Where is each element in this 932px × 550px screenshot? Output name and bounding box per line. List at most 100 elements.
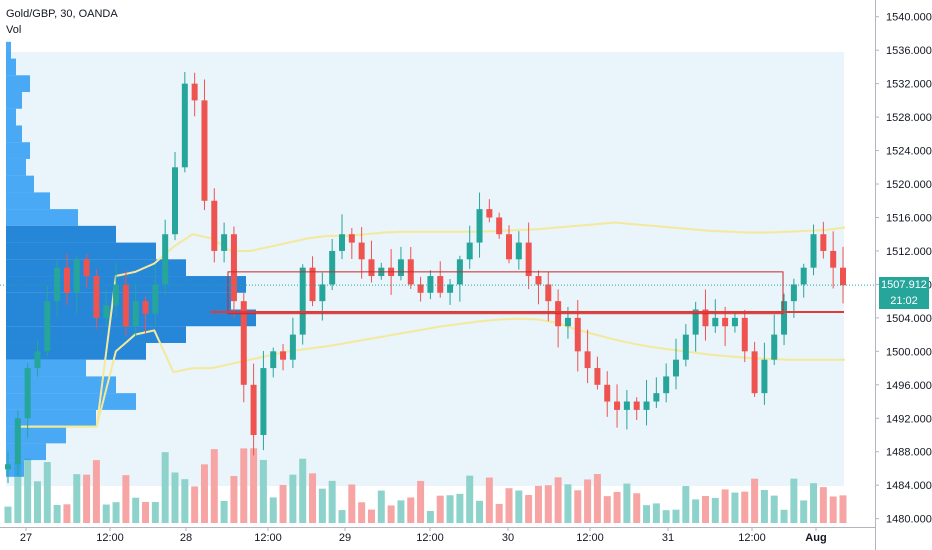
volume-bar: [593, 474, 601, 523]
volume-bar: [662, 510, 670, 523]
candle-body: [358, 242, 365, 260]
candle-body: [535, 276, 542, 285]
volume-bar: [14, 461, 22, 523]
volume-bar: [574, 490, 582, 523]
profile-row: [6, 75, 30, 93]
volume-bar: [63, 504, 71, 523]
candle-body: [515, 242, 522, 260]
volume-bar: [800, 500, 808, 523]
volume-bar: [682, 486, 690, 523]
lower-band-line: [20, 317, 845, 428]
profile-row: [6, 443, 46, 461]
volume-bar: [387, 505, 395, 523]
candle-body: [270, 351, 277, 369]
volume-bar: [436, 495, 444, 523]
volume-bar: [289, 474, 297, 523]
profile-row: [6, 225, 116, 243]
candle-body: [702, 309, 709, 327]
overlays: [0, 271, 875, 315]
candle-body: [476, 209, 483, 243]
volume-bar: [328, 480, 336, 523]
candle-body: [574, 317, 581, 352]
volume-bar: [515, 490, 523, 523]
volume-bar: [73, 474, 81, 523]
candle-body: [466, 242, 473, 260]
candle-body: [63, 267, 70, 293]
volume-bar: [544, 485, 552, 523]
volume-indicator-label[interactable]: Vol: [6, 24, 22, 36]
volume-bar: [240, 448, 248, 523]
candle-body: [132, 301, 139, 327]
candle-body: [731, 317, 738, 327]
candle-body: [623, 401, 630, 410]
price-tick-label: 1484.000: [886, 480, 932, 492]
volume-bar: [466, 475, 474, 523]
candle-body: [172, 167, 178, 235]
candle-body: [584, 351, 591, 369]
candle-body: [840, 267, 846, 286]
candle-body: [348, 234, 355, 243]
symbol-title[interactable]: Gold/GBP, 30, OANDA: [6, 8, 118, 20]
volume-bar: [426, 510, 434, 523]
candle-body: [525, 242, 532, 277]
volume-bar: [53, 504, 61, 523]
volume-bar: [417, 480, 425, 523]
candle-body: [427, 276, 434, 293]
volume-bar: [122, 475, 130, 523]
candle-body: [781, 301, 788, 335]
volume-bar: [623, 483, 631, 523]
price-axis-bg: [875, 0, 932, 550]
volume-bar: [151, 502, 159, 523]
profile-row: [6, 108, 16, 126]
volume-bar: [741, 491, 749, 523]
volume-bar: [210, 449, 218, 523]
price-tick-label: 1492.000: [886, 413, 932, 425]
price-tick-label: 1536.000: [886, 45, 932, 57]
volume-bar: [181, 479, 189, 523]
volume-bar: [338, 510, 346, 523]
volume-bar: [200, 464, 208, 523]
candle-body: [201, 100, 208, 201]
profile-row: [6, 175, 34, 193]
candle-body: [447, 284, 454, 293]
candle-body: [54, 267, 61, 302]
profile-row: [6, 259, 186, 277]
time-tick-label: 27: [20, 532, 32, 544]
candle-body: [299, 267, 306, 335]
volume-bar: [701, 495, 709, 523]
volume-bar: [810, 483, 818, 523]
profile-row: [6, 192, 50, 210]
volume-bar: [220, 500, 228, 523]
candle-body: [741, 317, 748, 352]
volume-bar: [829, 496, 837, 523]
volume-bars: [4, 448, 847, 523]
chart-legend: Gold/GBP, 30, OANDA Vol: [6, 6, 118, 38]
profile-row: [6, 41, 11, 59]
candle-body: [5, 464, 11, 470]
volume-bar: [731, 492, 739, 523]
candle-body: [800, 267, 807, 285]
time-tick-label: Aug: [805, 532, 826, 544]
volume-bar: [692, 499, 700, 523]
candle-body: [289, 334, 296, 360]
range-box: [227, 271, 784, 315]
volume-bar: [525, 494, 533, 523]
candle-body: [771, 334, 778, 360]
candle-body: [162, 234, 169, 285]
price-tick-label: 1512.000: [886, 246, 932, 258]
candle-body: [397, 259, 404, 277]
candle-body: [564, 317, 571, 327]
time-tick-label: 12:00: [416, 532, 444, 544]
candle-body: [594, 368, 601, 385]
candle-body: [437, 276, 444, 293]
volume-bar: [191, 486, 199, 523]
candle-body: [604, 384, 611, 402]
time-tick-label: 30: [502, 532, 514, 544]
volume-bar: [24, 458, 32, 523]
time-tick-label: 28: [180, 532, 192, 544]
volume-bar: [4, 506, 12, 523]
price-tick-label: 1516.000: [886, 212, 932, 224]
profile-row: [6, 158, 26, 176]
